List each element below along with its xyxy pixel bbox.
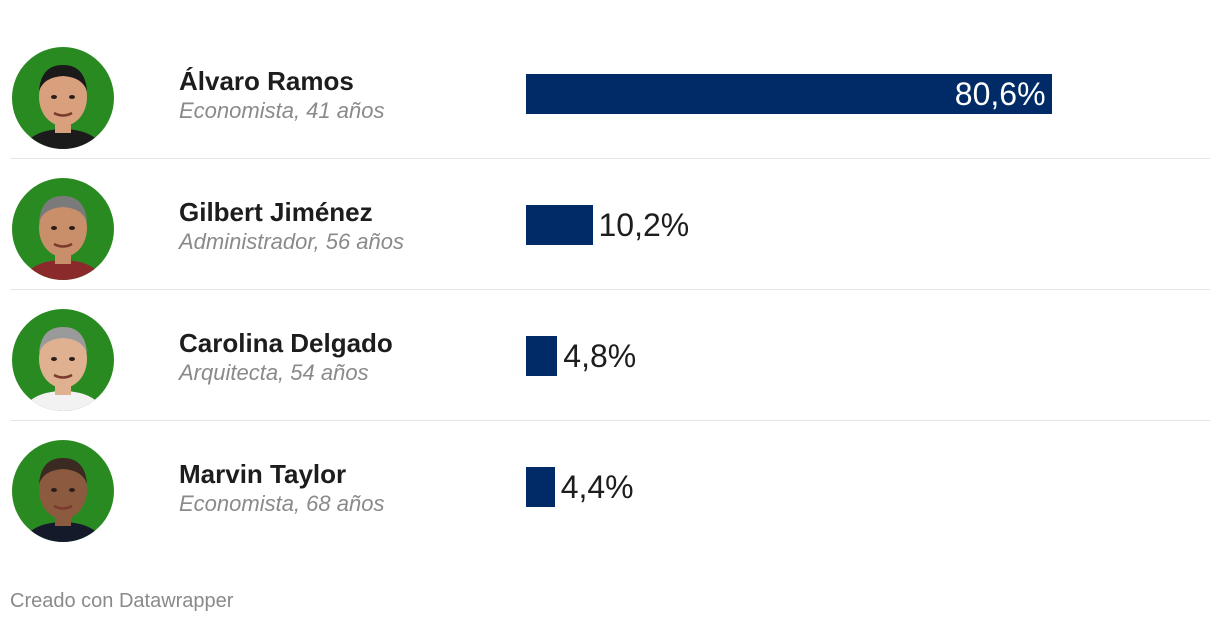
candidate-name: Álvaro Ramos xyxy=(179,66,354,96)
candidate-description: Economista, 68 años xyxy=(179,491,385,516)
candidate-name: Gilbert Jiménez xyxy=(179,197,373,227)
candidate-description: Economista, 41 años xyxy=(179,98,385,123)
bar-value-label: 4,8% xyxy=(563,338,637,374)
bar-value-label: 80,6% xyxy=(954,76,1046,112)
credit-text[interactable]: Creado con Datawrapper xyxy=(10,590,234,612)
candidate-name: Marvin Taylor xyxy=(179,459,347,489)
bar-track: 4,8% xyxy=(526,336,1178,376)
bar-value-label: 4,4% xyxy=(560,469,634,505)
bar-track: 80,6% xyxy=(526,74,1178,114)
candidate-photo xyxy=(12,309,114,411)
candidate-photo xyxy=(12,440,114,542)
candidate-row: Gilbert Jiménez Administrador, 56 años 10,… xyxy=(10,159,1210,290)
candidate-photo xyxy=(12,47,114,149)
bar xyxy=(526,467,555,507)
bar xyxy=(526,205,593,245)
bar xyxy=(526,336,558,376)
candidate-description: Administrador, 56 años xyxy=(179,229,405,254)
bar-value-label: 10,2% xyxy=(598,207,690,243)
candidate-photo xyxy=(12,178,114,280)
candidate-description: Arquitecta, 54 años xyxy=(179,360,369,385)
candidate-row: Álvaro Ramos Economista, 41 años 80,6% xyxy=(10,28,1210,159)
candidate-row: Marvin Taylor Economista, 68 años 4,4% xyxy=(10,421,1210,551)
candidate-name: Carolina Delgado xyxy=(179,328,393,358)
bar-track: 4,4% xyxy=(526,467,1178,507)
bar-chart: Álvaro Ramos Economista, 41 años 80,6% Gilb… xyxy=(10,28,1210,551)
bar xyxy=(526,74,1052,114)
bar-track: 10,2% xyxy=(526,205,1178,245)
candidate-row: Carolina Delgado Arquitecta, 54 años 4,8% xyxy=(10,290,1210,421)
